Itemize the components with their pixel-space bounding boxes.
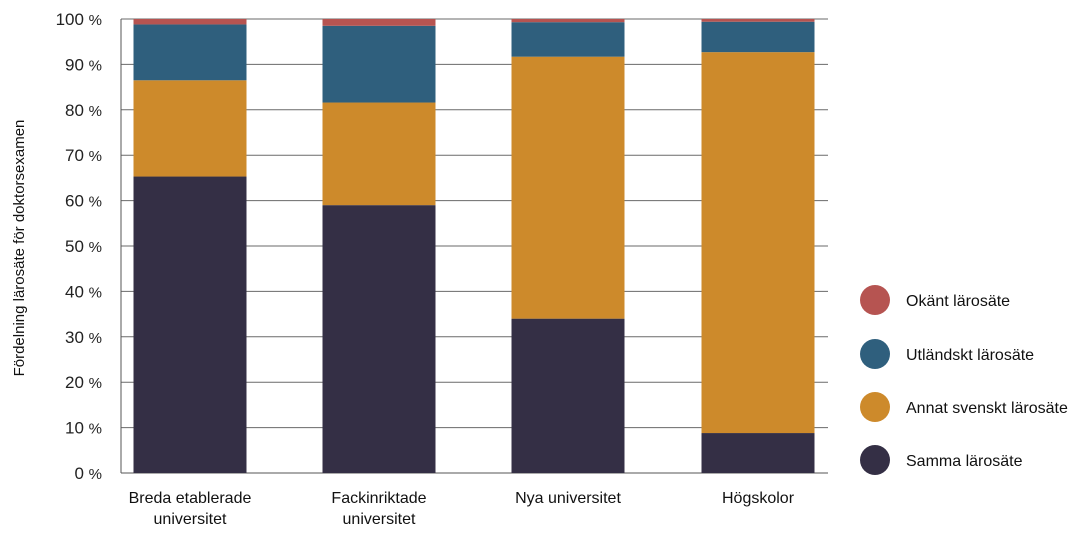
legend-swatch (860, 285, 890, 315)
legend-item: Annat svenskt lärosäte (860, 392, 1068, 422)
legend-label: Utländskt lärosäte (906, 347, 1034, 364)
y-axis-label: Fördelning lärosäte för doktorsexamen (11, 120, 28, 377)
bar-segment-okänt-lärosäte (511, 19, 625, 23)
x-category-label: Breda etablerade universitet (129, 490, 252, 528)
bar-segment-utländskt-lärosäte (701, 21, 815, 53)
y-tick-label: 10 % (65, 419, 102, 438)
y-tick-label: 20 % (65, 373, 102, 392)
bar-segment-annat-svenskt-lärosäte (133, 80, 247, 177)
bar-segment-annat-svenskt-lärosäte (322, 102, 436, 206)
legend-label: Okänt lärosäte (906, 293, 1010, 310)
legend-swatch (860, 392, 890, 422)
bar-segment-utländskt-lärosäte (511, 22, 625, 57)
bar-segment-annat-svenskt-lärosäte (511, 56, 625, 319)
bar-segment-samma-lärosäte (322, 205, 436, 473)
legend-item: Okänt lärosäte (860, 285, 1010, 315)
y-tick-label: 100 % (56, 10, 102, 29)
y-tick-label: 30 % (65, 328, 102, 347)
y-tick-label: 80 % (65, 101, 102, 120)
bar-segment-samma-lärosäte (511, 318, 625, 473)
y-tick-label: 70 % (65, 146, 102, 165)
bar-segment-utländskt-lärosäte (133, 24, 247, 81)
bar-segment-annat-svenskt-lärosäte (701, 52, 815, 434)
bar-segment-okänt-lärosäte (322, 19, 436, 26)
y-tick-label: 50 % (65, 237, 102, 256)
bar-segment-okänt-lärosäte (701, 19, 815, 22)
x-axis-labels: Breda etablerade universitet Fackinriktade… (129, 490, 795, 528)
y-tick-label: 40 % (65, 282, 102, 301)
legend: Okänt lärosäte Utländskt lärosäte Annat sv… (860, 285, 1068, 475)
y-tick-label: 0 % (74, 464, 102, 483)
legend-item: Utländskt lärosäte (860, 339, 1034, 369)
bar-segment-samma-lärosäte (701, 433, 815, 473)
x-category-label: Högskolor (722, 490, 795, 507)
y-tick-label: 60 % (65, 192, 102, 211)
bar-segment-samma-lärosäte (133, 176, 247, 473)
bars (133, 19, 815, 473)
y-axis-ticks: 0 % 10 % 20 % 30 % 40 % 50 % 60 % 70 % 80 % 90 % 1… (56, 10, 102, 483)
legend-label: Annat svenskt lärosäte (906, 400, 1068, 417)
y-tick-label: 90 % (65, 55, 102, 74)
x-category-label: Nya universitet (515, 490, 621, 507)
legend-swatch (860, 445, 890, 475)
bar-segment-okänt-lärosäte (133, 19, 247, 25)
bar-segment-utländskt-lärosäte (322, 25, 436, 103)
legend-item: Samma lärosäte (860, 445, 1023, 475)
x-category-label: Fackinriktade universitet (331, 490, 426, 528)
legend-swatch (860, 339, 890, 369)
legend-label: Samma lärosäte (906, 453, 1023, 470)
